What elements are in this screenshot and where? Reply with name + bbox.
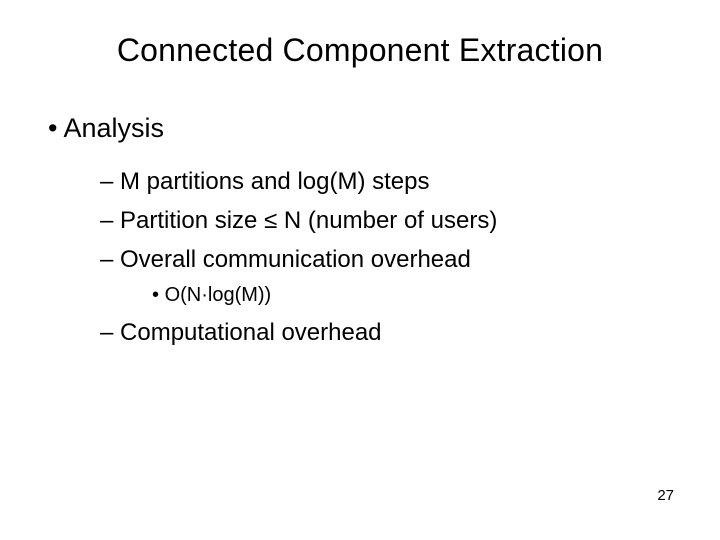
bullet-l2-text: Computational overhead bbox=[120, 319, 382, 346]
bullet-comp-overhead: Computational overhead bbox=[100, 317, 720, 348]
bullet-l3-text: O(N·log(M)) bbox=[165, 284, 272, 306]
slide-title: Connected Component Extraction bbox=[0, 32, 720, 69]
bullet-l1-text: Analysis bbox=[63, 113, 164, 143]
bullet-bigO: O(N·log(M)) bbox=[152, 284, 720, 307]
bullet-l2-text: Overall communication overhead bbox=[120, 246, 471, 273]
bullet-l2-text: M partitions and log(M) steps bbox=[120, 168, 429, 195]
bullet-partition-size: Partition size ≤ N (number of users) bbox=[100, 205, 720, 236]
bullet-analysis: Analysis bbox=[48, 113, 720, 144]
bullet-l2-text: Partition size ≤ N (number of users) bbox=[120, 207, 497, 234]
slide-container: Connected Component Extraction Analysis … bbox=[0, 0, 720, 540]
bullet-comm-overhead: Overall communication overhead bbox=[100, 244, 720, 275]
slide-number: 27 bbox=[657, 487, 674, 504]
bullet-partitions: M partitions and log(M) steps bbox=[100, 166, 720, 197]
